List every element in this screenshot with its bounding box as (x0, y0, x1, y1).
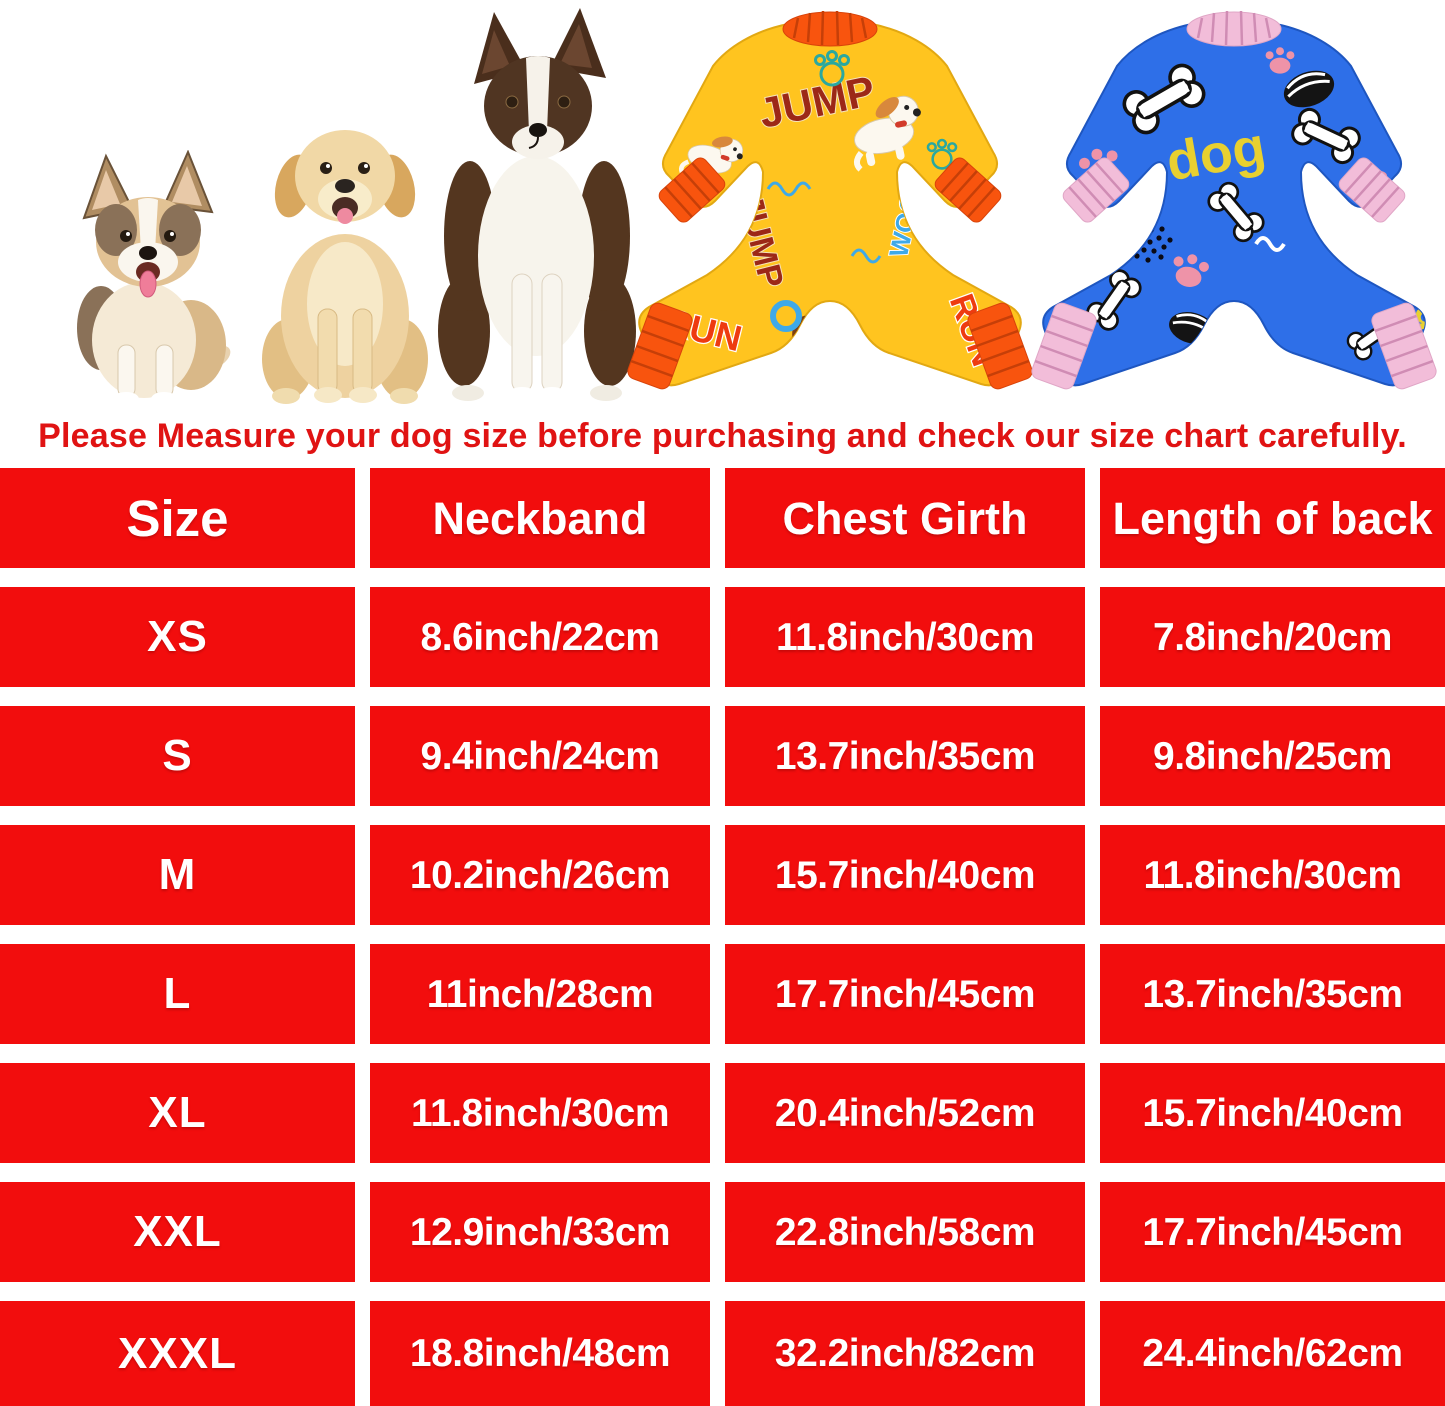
collie-body (438, 156, 636, 403)
size-chart-table: Size Neckband Chest Girth Length of back… (0, 468, 1445, 1406)
value-cell: 11.8inch/30cm (725, 587, 1085, 687)
value-cell: 17.7inch/45cm (725, 944, 1085, 1044)
value-cell: 20.4inch/52cm (725, 1063, 1085, 1163)
value-cell: 7.8inch/20cm (1100, 587, 1445, 687)
size-cell: XXL (0, 1182, 355, 1282)
measure-notice-text: Please Measure your dog size before purc… (38, 416, 1407, 455)
pajama-collar (1186, 10, 1282, 47)
header-size: Size (0, 468, 355, 568)
pajama-collar (782, 10, 878, 47)
size-cell: S (0, 706, 355, 806)
squiggle-icon (1070, 262, 1102, 278)
value-cell: 13.7inch/35cm (725, 706, 1085, 806)
blue-bone-print-pajama: dog dog (1031, 10, 1437, 390)
value-cell: 11inch/28cm (370, 944, 710, 1044)
value-cell: 18.8inch/48cm (370, 1301, 710, 1406)
dots-cluster-icon (1065, 72, 1103, 103)
paw-outline-icon (667, 235, 693, 261)
value-cell: 10.2inch/26cm (370, 825, 710, 925)
value-cell: 15.7inch/40cm (725, 825, 1085, 925)
value-cell: 24.4inch/62cm (1100, 1301, 1445, 1406)
value-cell: 11.8inch/30cm (1100, 825, 1445, 925)
value-cell: 9.8inch/25cm (1100, 706, 1445, 806)
header-length-of-back: Length of back (1100, 468, 1445, 568)
header-chest-girth: Chest Girth (725, 468, 1085, 568)
blue-pajama-photo: dog dog (1022, 4, 1445, 404)
squiggle-icon (766, 181, 812, 197)
squiggle-icon (850, 248, 882, 264)
golden-retriever-illustration (262, 130, 428, 404)
yellow-dog-print-pajama: JUMP JUMP RUN RUN WOOF (627, 10, 1033, 390)
size-cell: XXXL (0, 1301, 355, 1406)
value-cell: 32.2inch/82cm (725, 1301, 1085, 1406)
corgi-puppy-photo (56, 150, 241, 405)
hero-banner: JUMP JUMP RUN RUN WOOF (0, 0, 1445, 405)
pajama-trim (627, 10, 1033, 390)
value-cell: 17.7inch/45cm (1100, 1182, 1445, 1282)
golden-body (262, 234, 428, 404)
border-collie-illustration (438, 8, 636, 403)
border-collie-puppy-photo (430, 6, 642, 404)
corgi-puppy-illustration (77, 150, 231, 405)
golden-retriever-puppy-photo (246, 104, 444, 404)
size-cell: M (0, 825, 355, 925)
value-cell: 15.7inch/40cm (1100, 1063, 1445, 1163)
golden-head (274, 130, 416, 224)
value-cell: 22.8inch/58cm (725, 1182, 1085, 1282)
value-cell: 8.6inch/22cm (370, 587, 710, 687)
pajama-trim (1031, 10, 1437, 390)
collie-head (484, 56, 592, 159)
value-cell: 9.4inch/24cm (370, 706, 710, 806)
size-cell: XS (0, 587, 355, 687)
size-cell: L (0, 944, 355, 1044)
value-cell: 11.8inch/30cm (370, 1063, 710, 1163)
corgi-body (77, 282, 231, 405)
header-neckband: Neckband (370, 468, 710, 568)
value-cell: 13.7inch/35cm (1100, 944, 1445, 1044)
corgi-head (95, 197, 201, 298)
value-cell: 12.9inch/33cm (370, 1182, 710, 1282)
squiggle-icon (1254, 236, 1286, 252)
yellow-pajama-photo: JUMP JUMP RUN RUN WOOF (618, 4, 1042, 404)
size-cell: XL (0, 1063, 355, 1163)
